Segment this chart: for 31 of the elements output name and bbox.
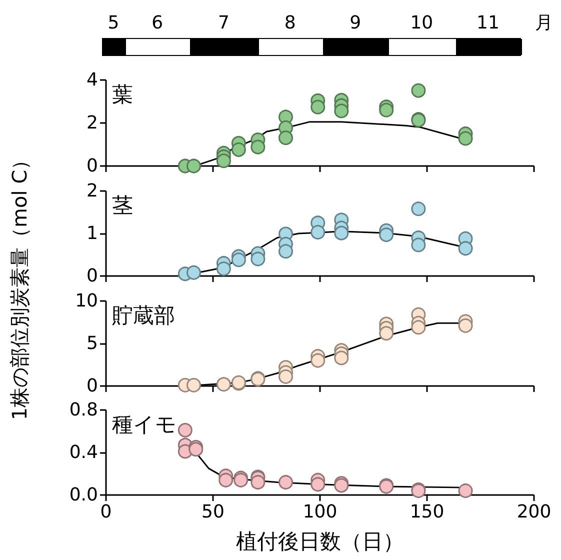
text: 9 bbox=[350, 12, 362, 34]
y-tick-label: 0 bbox=[86, 156, 98, 176]
y-tick-label: 0 bbox=[86, 376, 98, 396]
text: 10 bbox=[410, 12, 434, 34]
chart-title: 貯蔵部 bbox=[112, 304, 175, 328]
y-tick-label: 2 bbox=[86, 180, 98, 202]
y-tick-label: 0 bbox=[86, 266, 98, 286]
x-tick-label: 200 bbox=[516, 502, 552, 522]
y-tick-label: 5 bbox=[86, 333, 98, 354]
text: 月 bbox=[535, 12, 554, 34]
x-tick-label: 100 bbox=[302, 502, 338, 522]
chart-title: 茎 bbox=[112, 194, 133, 218]
y-tick-label: 10 bbox=[75, 290, 98, 312]
x-tick-label: 0 bbox=[100, 502, 112, 522]
text: 7 bbox=[218, 12, 230, 34]
x-tick-label: 50 bbox=[202, 502, 224, 522]
text: 8 bbox=[284, 12, 296, 34]
y-tick-label: 0.0 bbox=[69, 484, 98, 506]
text: 11 bbox=[476, 12, 500, 34]
y-tick-label: 4 bbox=[86, 70, 98, 90]
text: 5 bbox=[108, 12, 120, 34]
x-tick-label: 150 bbox=[410, 502, 444, 522]
y-tick-label: 0.8 bbox=[69, 400, 98, 420]
text: 6 bbox=[152, 12, 164, 34]
x-axis-title: 植付後日数（日） bbox=[236, 530, 404, 554]
chart-title: 種イモ bbox=[112, 412, 177, 436]
y-tick-label: 1 bbox=[86, 223, 98, 244]
y-axis-title: 1株の部位別炭素量（mol C） bbox=[6, 150, 32, 420]
chart-title: 葉 bbox=[112, 82, 133, 106]
y-tick-label: 2 bbox=[86, 112, 98, 134]
y-tick-label: 0.4 bbox=[69, 442, 98, 463]
